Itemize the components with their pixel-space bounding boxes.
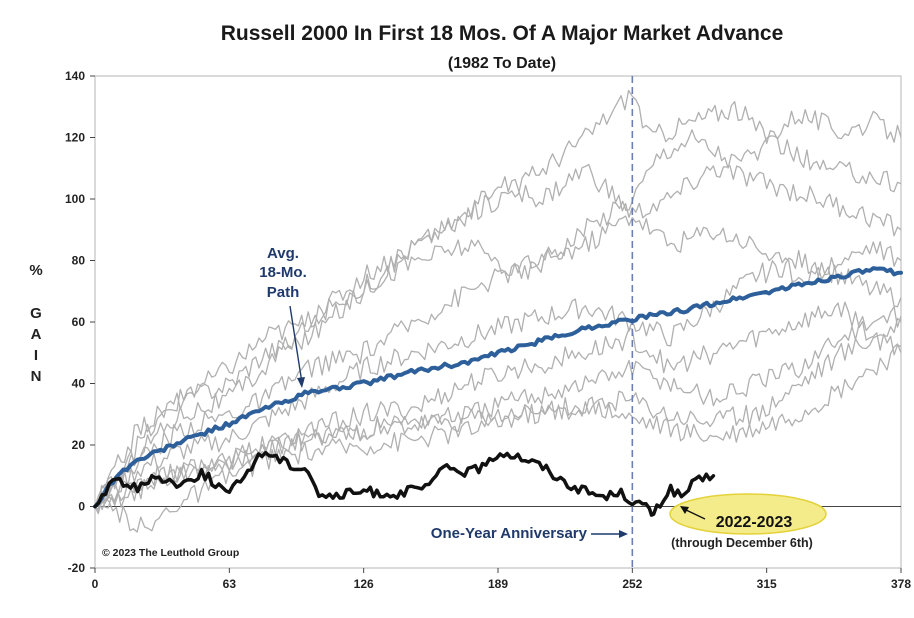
y-axis-label-char: % <box>29 262 42 279</box>
avg-path-annotation: Avg. 18-Mo. Path <box>259 245 307 388</box>
history-cycle-line <box>94 306 902 508</box>
x-tick-label: 378 <box>891 577 911 591</box>
current-cycle-line <box>93 450 716 517</box>
y-tick-label: 40 <box>72 377 86 391</box>
avg-pointer-arrowhead <box>297 377 305 388</box>
copyright-text: © 2023 The Leuthold Group <box>102 547 239 559</box>
current-cycle-label: 2022-2023 <box>716 514 793 531</box>
y-tick-label: 140 <box>65 69 85 83</box>
current-pointer-arrowhead <box>680 506 689 514</box>
history-cycle-line <box>94 163 902 507</box>
current-cycle-annotation: 2022-2023 (through December 6th) <box>669 493 827 550</box>
y-axis-label-char: G <box>30 305 42 322</box>
y-tick-label: -20 <box>68 561 86 575</box>
y-tick-label: 80 <box>72 254 86 268</box>
y-axis-label-char: A <box>31 326 42 343</box>
x-tick-label: 0 <box>92 577 99 591</box>
history-cycle-line <box>94 317 902 533</box>
history-cycle-line <box>94 343 902 514</box>
y-axis-label: % G A I N <box>29 262 42 385</box>
avg-label-line: Path <box>267 284 300 301</box>
history-cycle-line <box>94 89 902 508</box>
history-cycle-line <box>94 249 902 511</box>
current-highlight-ellipse <box>669 493 827 535</box>
avg-pointer-line <box>289 305 303 384</box>
history-cycle-line <box>94 129 902 507</box>
chart-title: Russell 2000 In First 18 Mos. Of A Major… <box>221 22 784 45</box>
x-tick-label: 252 <box>622 577 642 591</box>
history-cycle-line <box>94 215 902 515</box>
y-tick-label: 100 <box>65 192 85 206</box>
x-tick-label: 63 <box>223 577 237 591</box>
avg-label-line: Avg. <box>267 245 299 262</box>
avg-label-line: 18-Mo. <box>259 264 307 281</box>
y-tick-label: 20 <box>72 438 86 452</box>
chart-subtitle: (1982 To Date) <box>448 55 556 72</box>
anniversary-label: One-Year Anniversary <box>431 525 588 542</box>
y-tick-label: 120 <box>65 131 85 145</box>
avg-path-line <box>93 266 903 509</box>
x-tick-label: 126 <box>354 577 374 591</box>
y-axis-label-char: N <box>31 368 42 385</box>
current-cycle-sublabel: (through December 6th) <box>671 536 813 550</box>
current-pointer-line <box>683 508 706 520</box>
x-tick-label: 189 <box>488 577 508 591</box>
anniversary-annotation: One-Year Anniversary <box>431 525 628 542</box>
x-tick-label: 315 <box>757 577 777 591</box>
y-axis-label-char: I <box>34 347 38 364</box>
y-tick-label: 0 <box>78 500 85 514</box>
y-tick-label: 60 <box>72 315 86 329</box>
anniversary-pointer-arrowhead <box>619 530 628 538</box>
